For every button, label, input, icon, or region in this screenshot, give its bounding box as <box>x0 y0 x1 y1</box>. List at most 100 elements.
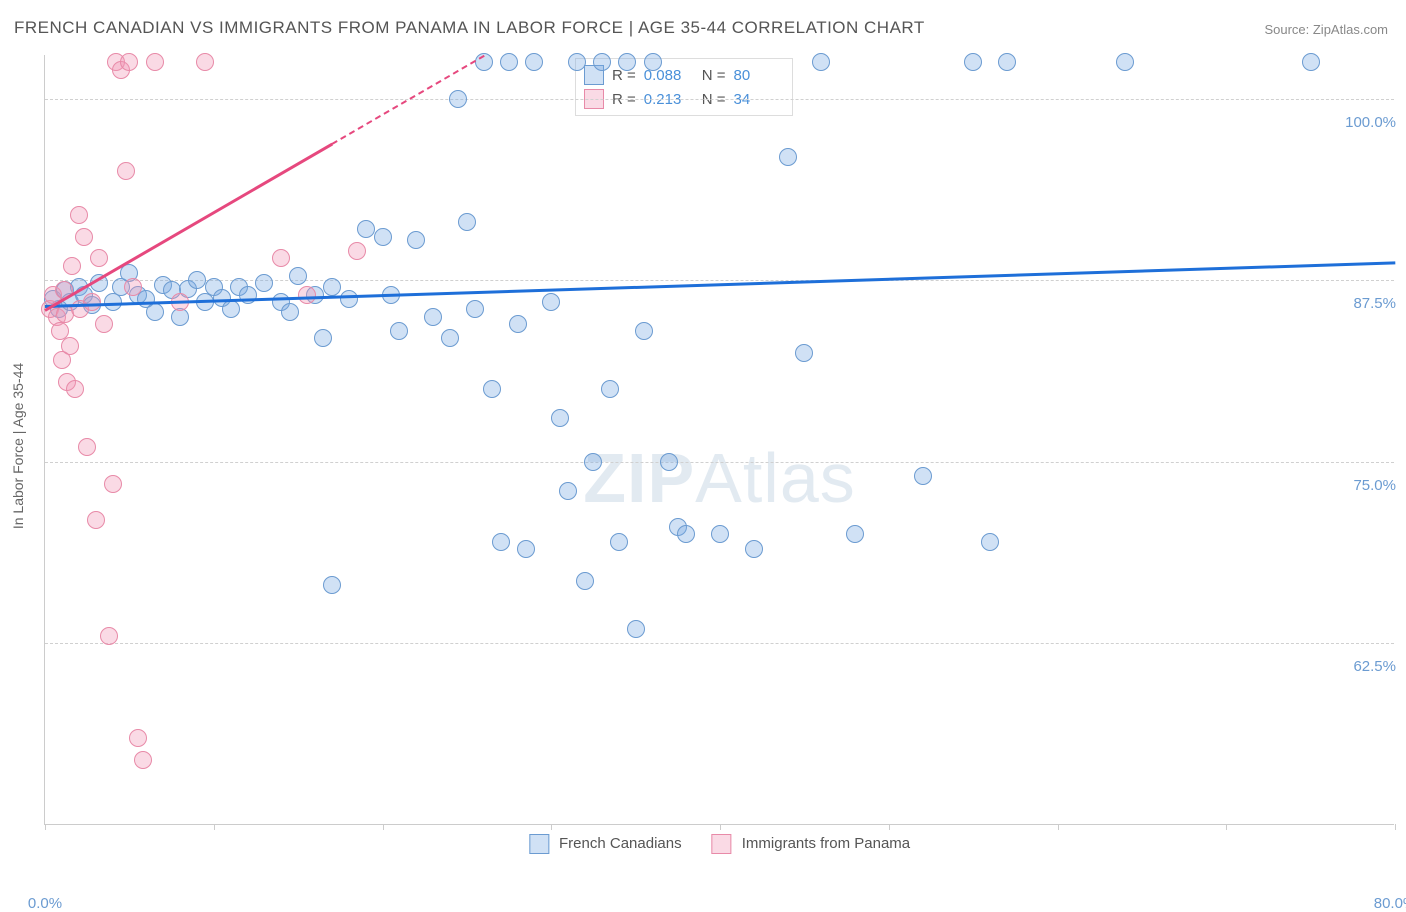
data-point <box>95 315 113 333</box>
data-point <box>134 751 152 769</box>
data-point <box>87 511 105 529</box>
gridline-h <box>45 99 1394 100</box>
data-point <box>83 293 101 311</box>
data-point <box>458 213 476 231</box>
xtick <box>1226 824 1227 830</box>
data-point <box>1302 53 1320 71</box>
data-point <box>525 53 543 71</box>
data-point <box>711 525 729 543</box>
data-point <box>981 533 999 551</box>
data-point <box>255 274 273 292</box>
legend-item-series2: Immigrants from Panama <box>712 834 911 854</box>
xtick <box>889 824 890 830</box>
xtick <box>1395 824 1396 830</box>
data-point <box>289 267 307 285</box>
data-point <box>120 53 138 71</box>
data-point <box>90 249 108 267</box>
legend-label-series1: French Canadians <box>559 835 682 852</box>
data-point <box>964 53 982 71</box>
data-point <box>100 627 118 645</box>
xtick <box>383 824 384 830</box>
xtick <box>45 824 46 830</box>
chart-container: FRENCH CANADIAN VS IMMIGRANTS FROM PANAM… <box>0 0 1406 892</box>
data-point <box>1116 53 1134 71</box>
data-point <box>601 380 619 398</box>
data-point <box>551 409 569 427</box>
data-point <box>340 290 358 308</box>
data-point <box>846 525 864 543</box>
data-point <box>635 322 653 340</box>
data-point <box>104 475 122 493</box>
ytick-label: 75.0% <box>1353 477 1396 494</box>
data-point <box>779 148 797 166</box>
stat-N-value-series1: 80 <box>734 67 784 84</box>
data-point <box>424 308 442 326</box>
gridline-h <box>45 280 1394 281</box>
data-point <box>559 482 577 500</box>
data-point <box>75 228 93 246</box>
watermark-first: ZIP <box>583 439 695 517</box>
ytick-label: 87.5% <box>1353 295 1396 312</box>
data-point <box>323 576 341 594</box>
data-point <box>517 540 535 558</box>
legend-bottom: French Canadians Immigrants from Panama <box>529 834 910 854</box>
data-point <box>298 286 316 304</box>
xtick-label: 80.0% <box>1374 895 1406 912</box>
data-point <box>483 380 501 398</box>
legend-swatch-series2-bottom <box>712 834 732 854</box>
stat-N-label: N = <box>702 67 726 84</box>
data-point <box>348 242 366 260</box>
xtick-label: 0.0% <box>28 895 62 912</box>
data-point <box>222 300 240 318</box>
data-point <box>70 206 88 224</box>
data-point <box>627 620 645 638</box>
data-point <box>63 257 81 275</box>
data-point <box>500 53 518 71</box>
data-point <box>272 249 290 267</box>
data-point <box>644 53 662 71</box>
data-point <box>357 220 375 238</box>
data-point <box>61 337 79 355</box>
source-label: Source: ZipAtlas.com <box>1264 22 1388 37</box>
data-point <box>914 467 932 485</box>
data-point <box>129 729 147 747</box>
data-point <box>584 453 602 471</box>
data-point <box>407 231 425 249</box>
y-axis-label: In Labor Force | Age 35-44 <box>10 363 26 529</box>
legend-item-series1: French Canadians <box>529 834 682 854</box>
data-point <box>576 572 594 590</box>
data-point <box>146 53 164 71</box>
plot-area: ZIPAtlas R = 0.088 N = 80 R = 0.213 N = … <box>44 55 1394 825</box>
xtick <box>1058 824 1059 830</box>
legend-swatch-series1-bottom <box>529 834 549 854</box>
data-point <box>374 228 392 246</box>
watermark: ZIPAtlas <box>583 438 856 518</box>
data-point <box>196 53 214 71</box>
data-point <box>146 303 164 321</box>
data-point <box>188 271 206 289</box>
data-point <box>795 344 813 362</box>
data-point <box>509 315 527 333</box>
gridline-h <box>45 462 1394 463</box>
ytick-label: 100.0% <box>1345 114 1396 131</box>
data-point <box>117 162 135 180</box>
data-point <box>618 53 636 71</box>
data-point <box>390 322 408 340</box>
legend-row-series1: R = 0.088 N = 80 <box>584 63 784 87</box>
data-point <box>542 293 560 311</box>
data-point <box>812 53 830 71</box>
gridline-h <box>45 643 1394 644</box>
data-point <box>124 278 142 296</box>
data-point <box>323 278 341 296</box>
data-point <box>998 53 1016 71</box>
data-point <box>593 53 611 71</box>
data-point <box>492 533 510 551</box>
data-point <box>66 380 84 398</box>
data-point <box>78 438 96 456</box>
data-point <box>314 329 332 347</box>
data-point <box>281 303 299 321</box>
data-point <box>745 540 763 558</box>
chart-title: FRENCH CANADIAN VS IMMIGRANTS FROM PANAM… <box>14 18 925 38</box>
xtick <box>551 824 552 830</box>
data-point <box>677 525 695 543</box>
